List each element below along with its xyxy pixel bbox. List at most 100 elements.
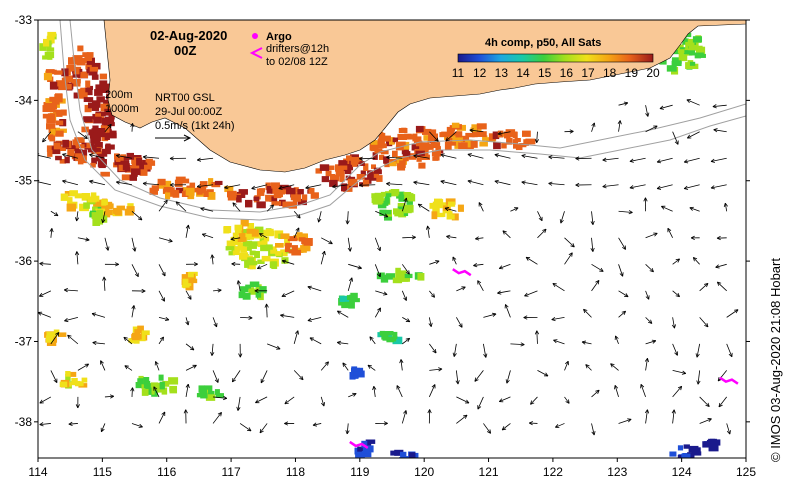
current-vector bbox=[131, 423, 143, 428]
sst-pixel bbox=[259, 286, 267, 294]
sst-pixel bbox=[105, 144, 115, 150]
sst-pixel bbox=[128, 338, 135, 343]
current-vector bbox=[523, 315, 538, 320]
sst-pixel bbox=[401, 147, 409, 155]
sst-patch bbox=[371, 189, 416, 221]
sst-pixel bbox=[99, 73, 108, 80]
sst-pixel bbox=[395, 267, 401, 274]
current-vector bbox=[429, 367, 443, 372]
sst-pixel bbox=[126, 206, 135, 213]
sst-pixel bbox=[244, 246, 252, 251]
sst-pixel bbox=[433, 202, 443, 209]
sst-pixel bbox=[53, 111, 62, 116]
sst-pixel bbox=[101, 148, 111, 155]
current-vector bbox=[169, 156, 187, 161]
sst-pixel bbox=[435, 146, 441, 154]
sst-pixel bbox=[135, 382, 144, 389]
colorbar-tick-label: 16 bbox=[560, 66, 574, 80]
sst-pixel bbox=[242, 292, 251, 300]
sst-pixel bbox=[438, 202, 449, 207]
current-vector bbox=[236, 396, 241, 411]
current-vector bbox=[369, 336, 376, 345]
sst-pixel bbox=[708, 443, 719, 452]
sst-pixel bbox=[335, 164, 344, 172]
current-vector bbox=[50, 370, 58, 383]
sst-pixel bbox=[439, 132, 449, 138]
sst-patch bbox=[349, 366, 365, 380]
sst-pixel bbox=[214, 389, 220, 395]
colorbar-tick-label: 20 bbox=[646, 66, 660, 80]
sst-pixel bbox=[82, 52, 89, 58]
sst-pixel bbox=[139, 162, 147, 170]
sst-pixel bbox=[692, 36, 703, 43]
sst-pixel bbox=[423, 135, 431, 141]
y-tick-label: -37 bbox=[15, 334, 33, 348]
current-vector bbox=[200, 207, 214, 212]
current-vector bbox=[671, 409, 676, 424]
sst-pixel bbox=[96, 153, 104, 162]
sst-pixel bbox=[248, 243, 257, 249]
current-vector bbox=[402, 235, 416, 240]
sst-pixel bbox=[86, 57, 95, 65]
x-tick-label: 115 bbox=[93, 465, 112, 479]
current-vector bbox=[104, 237, 110, 251]
sst-pixel bbox=[347, 178, 358, 186]
sst-pixel bbox=[166, 189, 174, 195]
sst-pixel bbox=[370, 144, 378, 152]
sst-pixel bbox=[476, 123, 487, 130]
sst-pixel bbox=[263, 236, 270, 242]
sst-pixel bbox=[97, 159, 107, 167]
sst-pixel bbox=[84, 87, 93, 96]
current-vector bbox=[692, 257, 700, 265]
sst-pixel bbox=[446, 214, 455, 220]
sst-pixel bbox=[332, 174, 340, 182]
drifters-label-2: to 02/08 12Z bbox=[266, 56, 328, 68]
sst-pixel bbox=[271, 183, 280, 189]
sst-pixel bbox=[339, 295, 350, 302]
sst-pixel bbox=[88, 70, 98, 76]
y-tick-label: -38 bbox=[15, 415, 33, 429]
sst-pixel bbox=[169, 385, 178, 394]
current-vector bbox=[259, 233, 268, 239]
sst-pixel bbox=[207, 192, 216, 200]
sst-pixel bbox=[48, 69, 57, 75]
sst-pixel bbox=[415, 140, 423, 147]
current-vector bbox=[413, 154, 430, 159]
current-vector bbox=[429, 290, 436, 298]
sst-pixel bbox=[175, 176, 186, 184]
sst-pixel bbox=[100, 86, 110, 94]
sst-pixel bbox=[384, 331, 394, 336]
sst-pixel bbox=[702, 441, 709, 448]
sst-pixel bbox=[383, 156, 389, 164]
sst-pixel bbox=[449, 125, 456, 132]
current-vector bbox=[629, 184, 646, 190]
sst-pixel bbox=[159, 381, 165, 390]
sst-pixel bbox=[302, 244, 311, 252]
current-vector bbox=[196, 184, 214, 189]
sst-pixel bbox=[82, 149, 88, 157]
current-vector bbox=[142, 155, 160, 160]
x-tick-label: 116 bbox=[157, 465, 176, 479]
drifter-tracks bbox=[349, 268, 739, 449]
sst-pixel bbox=[255, 291, 262, 298]
current-vector bbox=[452, 256, 457, 265]
current-vector bbox=[158, 290, 165, 302]
current-vector bbox=[452, 343, 457, 357]
current-vector bbox=[534, 330, 540, 344]
sst-pixel bbox=[141, 330, 150, 336]
sst-pixel bbox=[345, 175, 351, 181]
sst-pixel bbox=[376, 272, 385, 280]
sst-pixel bbox=[78, 92, 88, 99]
map-time: 00Z bbox=[174, 43, 196, 58]
current-vector bbox=[585, 364, 592, 371]
colorbar-tick-label: 14 bbox=[516, 66, 530, 80]
sst-pixel bbox=[55, 155, 62, 161]
sst-pixel bbox=[67, 197, 73, 205]
sst-pixel bbox=[433, 155, 440, 161]
sst-pixel bbox=[72, 139, 79, 146]
sst-pixel bbox=[683, 444, 690, 449]
current-vector bbox=[726, 423, 731, 435]
sst-pixel bbox=[678, 52, 684, 61]
sst-pixel bbox=[385, 210, 392, 215]
